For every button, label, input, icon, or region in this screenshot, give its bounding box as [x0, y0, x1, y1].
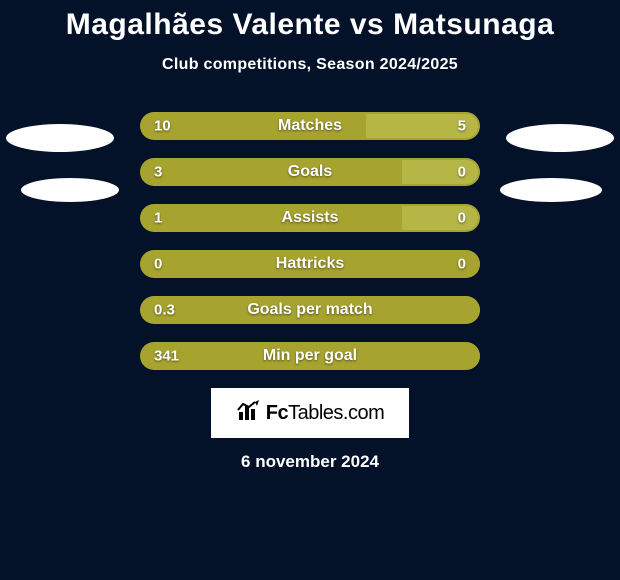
stat-label: Goals per match — [247, 301, 372, 319]
player-left-avatar-1 — [6, 124, 114, 152]
stat-value-left: 0 — [154, 256, 162, 273]
logo-text-rest: Tables.com — [288, 402, 384, 424]
stat-value-right: 5 — [458, 118, 466, 135]
date-text: 6 november 2024 — [0, 452, 620, 472]
stat-label: Matches — [278, 117, 342, 135]
stat-value-left: 3 — [154, 164, 162, 181]
player-right-avatar-2 — [500, 178, 602, 202]
stat-bar-right — [402, 204, 480, 232]
stat-row: Goals per match 0.3 — [140, 296, 480, 324]
stat-value-right: 0 — [458, 164, 466, 181]
stat-value-left: 0.3 — [154, 302, 175, 319]
stat-value-left: 1 — [154, 210, 162, 227]
stat-row: Hattricks 0 0 — [140, 250, 480, 278]
stat-value-left: 10 — [154, 118, 171, 135]
player-left-avatar-2 — [21, 178, 119, 202]
stat-row: Assists 1 0 — [140, 204, 480, 232]
infographic-container: Magalhães Valente vs Matsunaga Club comp… — [0, 0, 620, 580]
stat-value-right: 0 — [458, 210, 466, 227]
stat-value-left: 341 — [154, 348, 179, 365]
stat-row: Matches 10 5 — [140, 112, 480, 140]
stat-bar-right — [402, 158, 480, 186]
stat-label: Assists — [282, 209, 339, 227]
stat-row: Min per goal 341 — [140, 342, 480, 370]
page-title: Magalhães Valente vs Matsunaga — [0, 0, 620, 42]
stat-label: Hattricks — [276, 255, 344, 273]
subtitle: Club competitions, Season 2024/2025 — [0, 56, 620, 74]
stat-label: Min per goal — [263, 347, 357, 365]
chart-icon — [236, 400, 262, 427]
stat-label: Goals — [288, 163, 332, 181]
logo-text: FcTables.com — [266, 402, 385, 425]
logo-text-bold: Fc — [266, 402, 288, 424]
stats-area: Matches105Goals30Assists10Hattricks00Goa… — [0, 112, 620, 370]
stat-bar-left — [140, 158, 402, 186]
stat-value-right: 0 — [458, 256, 466, 273]
stat-bar-left — [140, 204, 402, 232]
player-right-avatar-1 — [506, 124, 614, 152]
site-logo: FcTables.com — [211, 388, 409, 438]
stat-row: Goals 3 0 — [140, 158, 480, 186]
